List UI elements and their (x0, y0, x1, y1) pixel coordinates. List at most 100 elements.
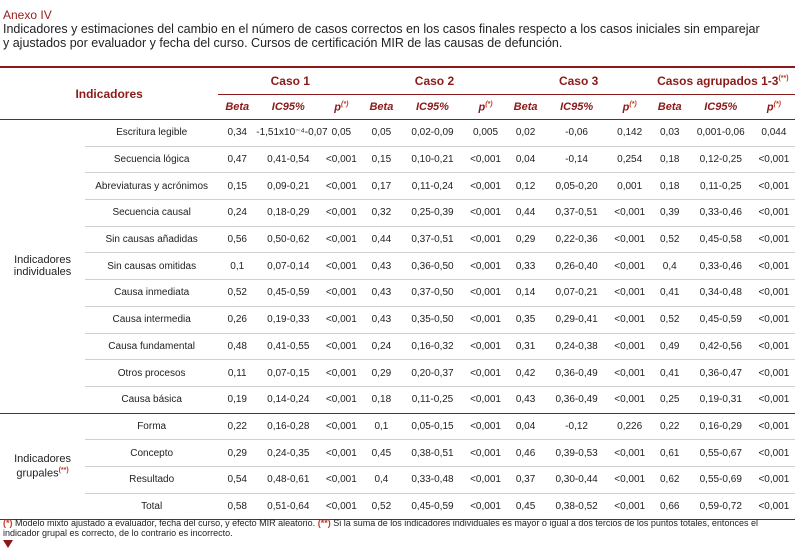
cell-value: 0,20-0,37 (400, 359, 465, 387)
cell-value: -0,06 (544, 119, 609, 147)
cell-value: 0,62 (650, 466, 689, 494)
column-name: p (766, 101, 774, 114)
cell-value: <0,001 (752, 306, 795, 334)
cell-value: -0,12 (544, 413, 609, 441)
indicator-name: Secuencia lógica (85, 146, 219, 174)
cell-value: 0,19 (218, 386, 257, 414)
cell-value: 0,11 (218, 359, 257, 387)
cell-value: 0,29 (506, 226, 545, 254)
cell-value: 0,43 (362, 252, 401, 281)
cell-value: 0,22-0,36 (544, 226, 609, 254)
cell-value: <0,001 (608, 466, 651, 494)
cell-value: 0,15 (218, 172, 257, 201)
cell-value: 0,34 (218, 119, 257, 147)
results-table: Indicadores Caso 1 Caso 2 Caso 3 Casos agrup… (0, 66, 795, 521)
cell-value: <0,001 (752, 146, 795, 174)
cell-value: 0,43 (506, 386, 545, 414)
column-name: p (334, 101, 342, 114)
cell-value: 0,04 (506, 413, 545, 441)
cell-value: 0,02 (506, 119, 545, 147)
cell-value: <0,001 (752, 279, 795, 307)
column-header: Beta (362, 94, 401, 120)
cell-value: 0,51-0,64 (256, 493, 321, 521)
cell-value: 0,41 (650, 279, 689, 307)
p-note: (*) (773, 100, 781, 108)
indicator-name: Secuencia causal (85, 199, 219, 227)
cell-value: 0,10-0,21 (400, 146, 465, 174)
cell-value: 0,24-0,38 (544, 333, 609, 361)
cell-value: 0,41-0,54 (256, 146, 321, 174)
cell-value: <0,001 (608, 493, 651, 521)
cell-value: 0,52 (218, 279, 257, 307)
cell-value: 0,52 (650, 226, 689, 254)
cell-value: 0,44 (506, 199, 545, 227)
cell-value: <0,001 (608, 199, 651, 227)
cell-value: 0,18 (362, 386, 401, 414)
cell-value: 0,41-0,55 (256, 333, 321, 361)
column-name: Beta (657, 101, 682, 113)
p-note: (*) (485, 100, 493, 108)
cell-value: <0,001 (464, 466, 507, 494)
table-row: Resultado 0,54 0,48-0,61 <0,001 0,4 0,33-0,48… (0, 466, 795, 494)
cell-value: <0,001 (464, 439, 507, 467)
cell-value: <0,001 (320, 333, 363, 361)
cell-value: 0,005 (464, 119, 507, 147)
column-name: Beta (369, 101, 394, 113)
cell-value: 0,34-0,48 (688, 279, 753, 307)
cell-value: 0,001 (608, 172, 651, 201)
cell-value: <0,001 (608, 226, 651, 254)
cell-value: <0,001 (320, 172, 363, 201)
cell-value: <0,001 (320, 359, 363, 387)
cell-value: 0,39-0,53 (544, 439, 609, 467)
cell-value: <0,001 (464, 413, 507, 441)
column-header: IC95% (256, 94, 321, 120)
cell-value: <0,001 (320, 493, 363, 521)
cell-value: <0,001 (320, 386, 363, 414)
cell-value: <0,001 (608, 306, 651, 334)
cell-value: <0,001 (752, 333, 795, 361)
indicators-header: Indicadores (0, 66, 219, 120)
cell-value: 0,22 (218, 413, 257, 441)
cell-value: 0,45-0,59 (400, 493, 465, 521)
cell-value: <0,001 (608, 252, 651, 281)
cell-value: <0,001 (608, 359, 651, 387)
cell-value: 0,33-0,46 (688, 199, 753, 227)
cell-value: 0,55-0,69 (688, 466, 753, 494)
group-name: Casos agrupados 1-3 (657, 74, 779, 88)
cell-value: <0,001 (464, 359, 507, 387)
indicator-name: Sin causas añadidas (85, 226, 219, 254)
indicator-name: Total (85, 493, 219, 521)
cell-value: <0,001 (464, 146, 507, 174)
cell-value: <0,001 (464, 493, 507, 521)
table-title: Indicadores y estimaciones del cambio en… (3, 22, 760, 50)
section-note: (**) (58, 467, 69, 475)
cell-value: 0,45-0,58 (688, 226, 753, 254)
cell-value: <0,001 (464, 252, 507, 281)
cell-value: <0,001 (320, 146, 363, 174)
cell-value: 0,45-0,59 (256, 279, 321, 307)
cell-value: 0,48 (218, 333, 257, 361)
cell-value: 0,37-0,51 (400, 226, 465, 254)
footnote-text: Modelo mixto ajustado a evaluador, fecha… (15, 518, 316, 528)
cell-value: 0,12-0,25 (688, 146, 753, 174)
column-header-row: Beta IC95% p(*) Beta IC95% p(*) Beta IC95% p(*) B… (0, 94, 795, 120)
cell-value: <0,001 (464, 306, 507, 334)
cell-value: 0,16-0,28 (256, 413, 321, 441)
cell-value: 0,50-0,62 (256, 226, 321, 254)
table-row: Indicadores grupales(**) Forma 0,22 0,16-0,… (0, 413, 795, 521)
cell-value: 0,43 (362, 279, 401, 307)
cell-value: 0,19-0,33 (256, 306, 321, 334)
column-name: IC95% (271, 101, 305, 113)
cell-value: <0,001 (320, 226, 363, 254)
cell-value: 0,14-0,24 (256, 386, 321, 414)
column-name: IC95% (560, 101, 594, 113)
cell-value: 0,24 (362, 333, 401, 361)
table-row: Concepto 0,29 0,24-0,35 <0,001 0,45 0,38-0,51… (0, 439, 795, 467)
group-header: Casos agrupados 1-3(**) (650, 66, 795, 95)
cell-value: 0,15 (362, 146, 401, 174)
cell-value: 0,24 (218, 199, 257, 227)
table-row: Otros procesos 0,11 0,07-0,15 <0,001 0,29 0,2… (0, 359, 795, 387)
cell-value: 0,36-0,49 (544, 359, 609, 387)
cell-value: <0,001 (752, 439, 795, 467)
cell-value: 0,22 (650, 413, 689, 441)
